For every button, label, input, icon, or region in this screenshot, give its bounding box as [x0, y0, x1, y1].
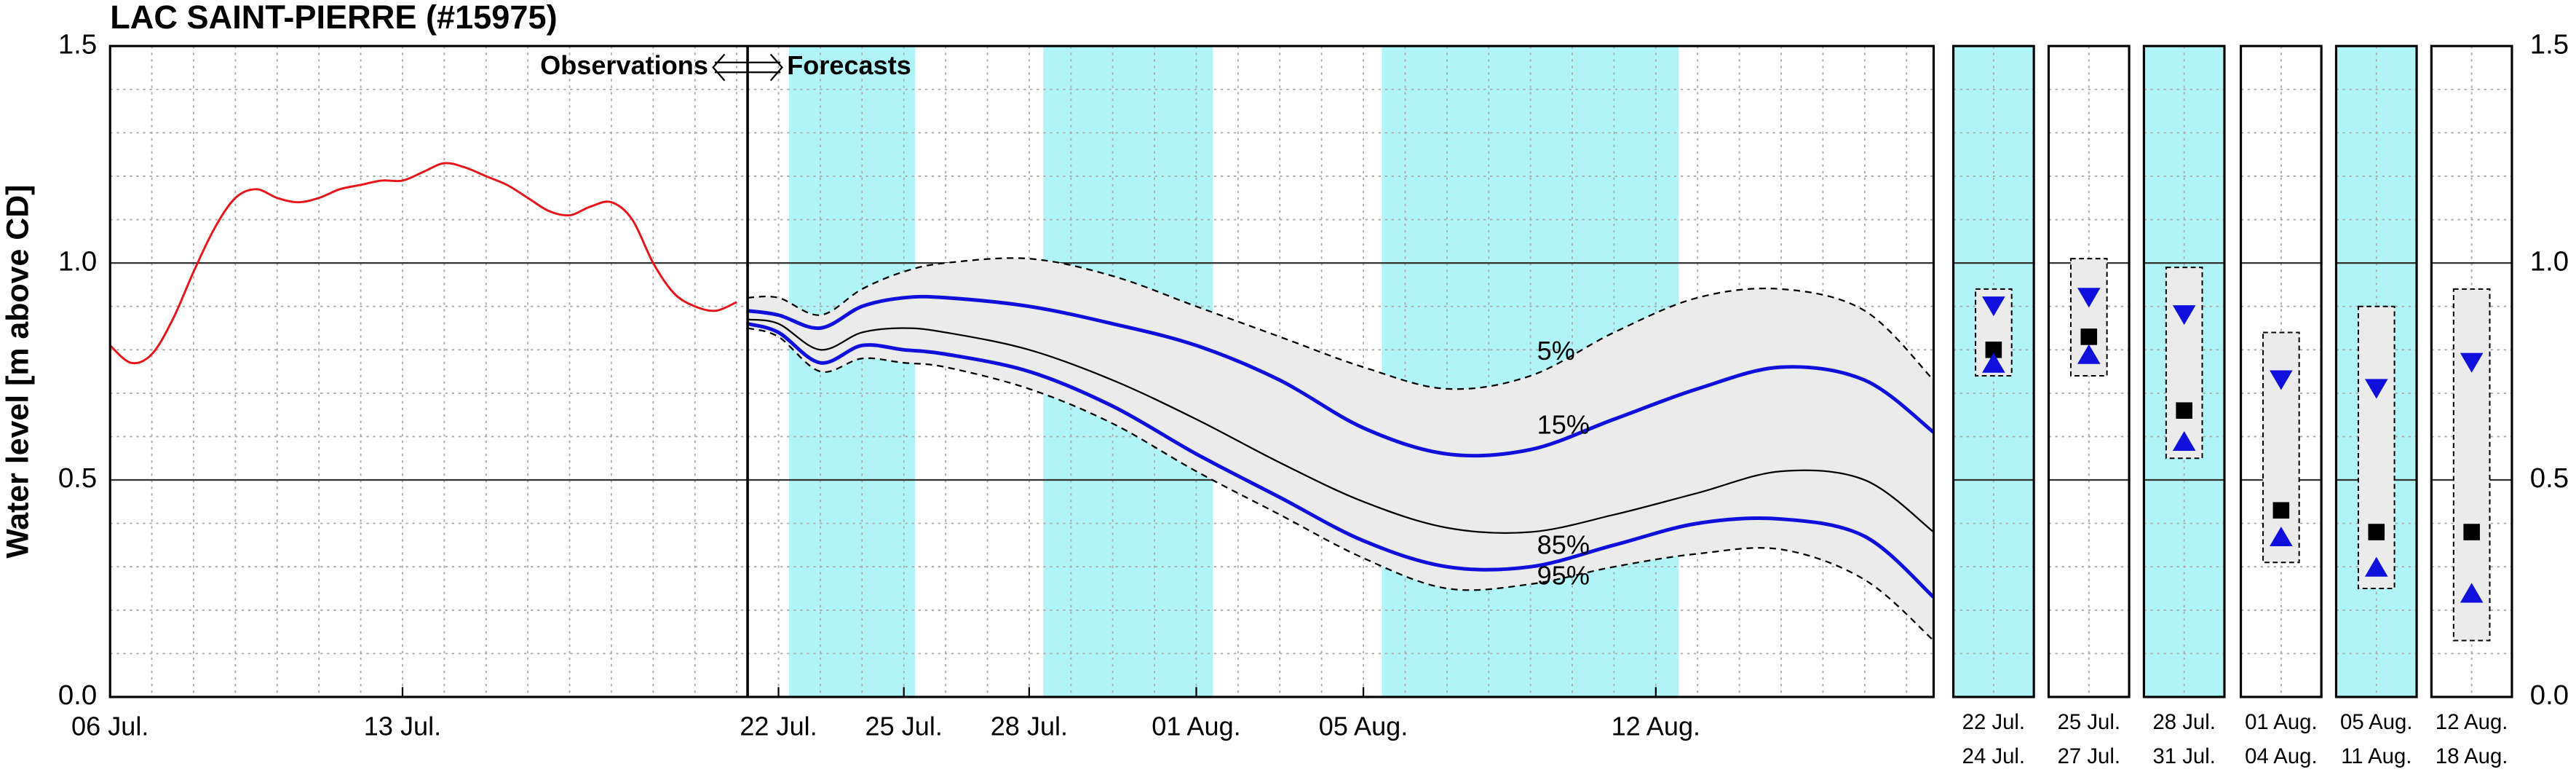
x-tick-label: 28 Jul. [991, 711, 1068, 741]
panel-label: 04 Aug. [2245, 744, 2317, 768]
panel-frame [1952, 44, 2035, 698]
panel-label: 22 Jul. [1962, 710, 2025, 734]
forecast-line [747, 327, 1935, 642]
median-marker [2368, 524, 2385, 540]
lower-marker [2460, 583, 2484, 603]
median-marker [2080, 328, 2098, 345]
median-marker [1985, 342, 2002, 358]
range-box [2165, 267, 2203, 460]
median-marker [2463, 524, 2480, 540]
panel-label: 28 Jul. [2152, 710, 2215, 734]
upper-marker [2460, 352, 2484, 373]
forecast-line [747, 322, 1935, 599]
panel-label: 12 Aug. [2436, 710, 2508, 734]
y-tick-label: 0.5 [2530, 462, 2569, 494]
panel-label: 05 Aug. [2340, 710, 2412, 734]
x-tick-label: 05 Aug. [1319, 711, 1408, 741]
panel-frame [2430, 44, 2513, 698]
forecast-line [748, 257, 1935, 390]
x-tick-label: 25 Jul. [865, 711, 943, 741]
series-label: 5% [1537, 336, 1575, 366]
y-tick-label: 1.0 [58, 245, 97, 277]
upper-marker [2172, 305, 2196, 326]
forecast-line [747, 318, 1935, 535]
panel-frame [2047, 44, 2131, 698]
forecast-line [747, 294, 1935, 458]
range-box [2452, 288, 2491, 642]
panel-frame [2334, 44, 2418, 698]
median-marker [2176, 402, 2192, 419]
x-tick-label: 06 Jul. [71, 711, 148, 741]
series-label: 15% [1537, 409, 1590, 439]
annotation: Observations [540, 50, 708, 80]
upper-marker [2270, 370, 2293, 390]
observed-line [109, 162, 737, 365]
plot-frame [108, 44, 1935, 698]
lower-marker [1982, 352, 2005, 373]
median-marker [2272, 502, 2290, 519]
arrow [712, 53, 783, 82]
upper-marker [1982, 296, 2005, 317]
y-tick-label: 0.0 [2530, 680, 2569, 711]
x-tick-label: 22 Jul. [740, 711, 817, 741]
lower-marker [2270, 526, 2293, 547]
chart-title: LAC SAINT-PIERRE (#15975) [110, 0, 557, 36]
panel-label: 01 Aug. [2245, 710, 2317, 734]
panel-label: 18 Aug. [2436, 744, 2508, 768]
shaded-period [788, 46, 916, 697]
x-tick-label: 13 Jul. [364, 711, 441, 741]
panel-frame [2142, 44, 2226, 698]
panel-label: 11 Aug. [2341, 744, 2411, 768]
panel-label: 31 Jul. [2152, 744, 2215, 768]
range-box [2357, 305, 2395, 590]
panel-label: 27 Jul. [2058, 744, 2120, 768]
panel-label: 25 Jul. [2058, 710, 2120, 734]
upper-marker [2077, 288, 2101, 308]
y-tick-label: 1.0 [2530, 245, 2569, 277]
panel-label: 24 Jul. [1962, 744, 2025, 768]
y-tick-label: 1.5 [58, 28, 97, 60]
lower-marker [2077, 344, 2101, 364]
lower-marker [2172, 430, 2196, 451]
series-label: 95% [1537, 561, 1590, 591]
panel-frame [2239, 44, 2323, 698]
y-tick-label: 0.5 [58, 462, 97, 494]
y-tick-label: 0.0 [58, 680, 97, 711]
annotation: Forecasts [787, 50, 911, 80]
upper-marker [2364, 379, 2388, 399]
x-tick-label: 01 Aug. [1152, 711, 1241, 741]
x-tick-label: 12 Aug. [1612, 711, 1701, 741]
y-axis-label: Water level [m above CD] [0, 185, 35, 559]
lower-marker [2364, 556, 2388, 577]
series-label: 85% [1537, 530, 1590, 560]
y-tick-label: 1.5 [2530, 28, 2569, 60]
